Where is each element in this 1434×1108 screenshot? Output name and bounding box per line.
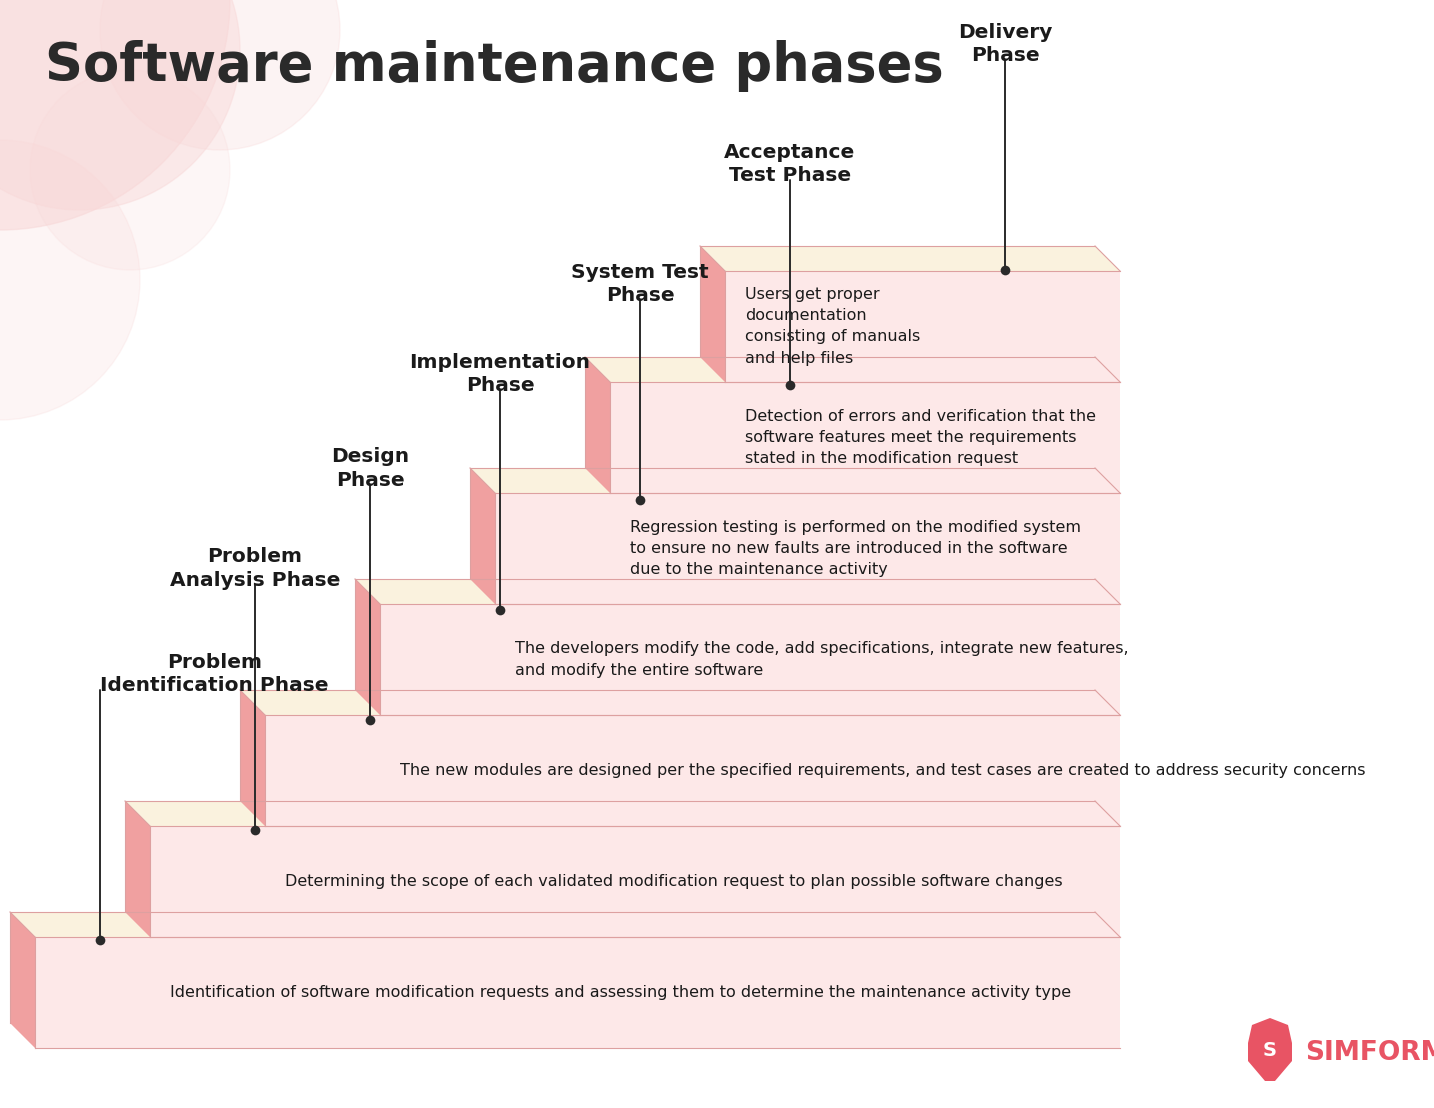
Polygon shape — [356, 579, 1120, 604]
Text: S: S — [1263, 1040, 1278, 1059]
Text: Acceptance
Test Phase: Acceptance Test Phase — [724, 143, 856, 185]
Bar — [34, 937, 1120, 1048]
Text: Determining the scope of each validated modification request to plan possible so: Determining the scope of each validated … — [285, 874, 1063, 889]
Polygon shape — [125, 801, 151, 937]
Polygon shape — [470, 468, 1120, 493]
Polygon shape — [585, 357, 609, 493]
Bar — [726, 271, 1120, 382]
Circle shape — [0, 140, 141, 420]
Text: Implementation
Phase: Implementation Phase — [410, 352, 591, 394]
Bar — [265, 715, 1120, 825]
Circle shape — [100, 0, 340, 150]
Circle shape — [0, 0, 239, 211]
Polygon shape — [700, 246, 1120, 271]
Text: Problem
Identification Phase: Problem Identification Phase — [100, 653, 328, 695]
Text: Problem
Analysis Phase: Problem Analysis Phase — [169, 547, 340, 589]
Text: Identification of software modification requests and assessing them to determine: Identification of software modification … — [171, 985, 1071, 1001]
Text: Software maintenance phases: Software maintenance phases — [44, 40, 944, 92]
Bar — [609, 382, 1120, 493]
Text: Users get proper
documentation
consisting of manuals
and help files: Users get proper documentation consistin… — [746, 287, 921, 366]
Circle shape — [30, 70, 229, 270]
Polygon shape — [10, 912, 34, 1048]
Text: Delivery
Phase: Delivery Phase — [958, 22, 1053, 65]
Bar — [380, 604, 1120, 715]
Text: System Test
Phase: System Test Phase — [571, 263, 708, 305]
Text: Design
Phase: Design Phase — [331, 448, 409, 490]
Circle shape — [0, 0, 229, 230]
Polygon shape — [10, 912, 1120, 937]
Text: Detection of errors and verification that the
software features meet the require: Detection of errors and verification tha… — [746, 409, 1096, 466]
Text: The new modules are designed per the specified requirements, and test cases are : The new modules are designed per the spe… — [400, 763, 1365, 778]
Bar — [495, 493, 1120, 604]
Polygon shape — [470, 468, 495, 604]
Text: The developers modify the code, add specifications, integrate new features,
and : The developers modify the code, add spec… — [515, 642, 1129, 677]
Text: SIMFORM: SIMFORM — [1305, 1040, 1434, 1066]
Text: Regression testing is performed on the modified system
to ensure no new faults a: Regression testing is performed on the m… — [630, 520, 1081, 577]
Polygon shape — [700, 246, 726, 382]
Polygon shape — [239, 690, 1120, 715]
Bar — [151, 825, 1120, 937]
Polygon shape — [125, 801, 1120, 825]
Polygon shape — [356, 579, 380, 715]
Polygon shape — [239, 690, 265, 825]
Polygon shape — [1248, 1018, 1292, 1081]
Polygon shape — [585, 357, 1120, 382]
